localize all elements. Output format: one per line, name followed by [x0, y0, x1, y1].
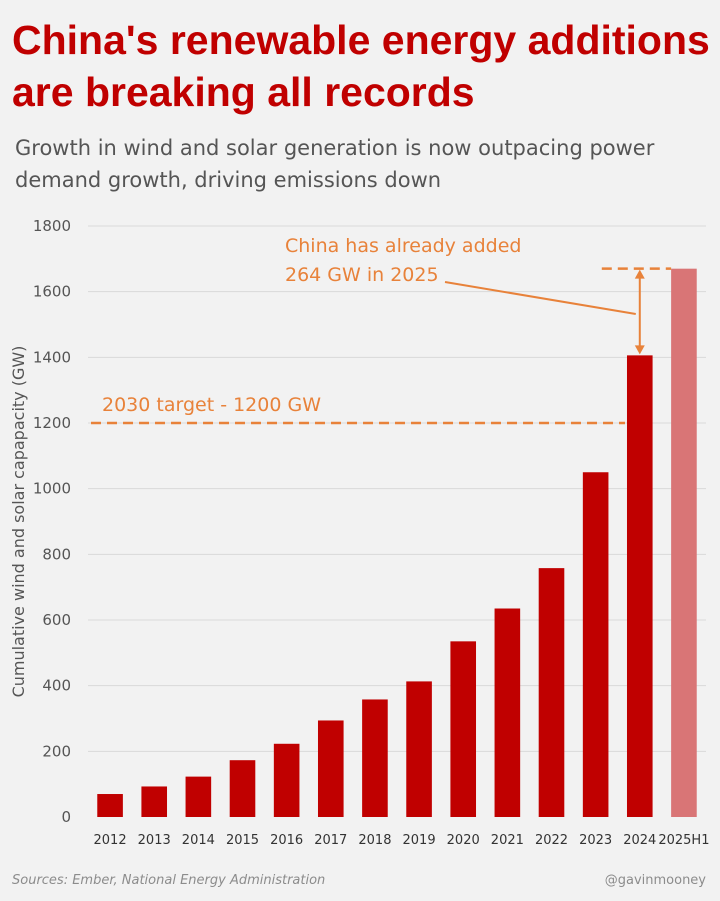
y-tick-label: 1200: [33, 414, 71, 432]
bar-2013: [141, 786, 168, 817]
y-tick-label: 800: [42, 545, 71, 563]
bar-2023: [582, 472, 609, 817]
added-label-line1: China has already added: [285, 235, 521, 257]
x-tick-label: 2016: [270, 833, 303, 848]
author-handle: @gavinmooney: [604, 873, 706, 888]
bar-2017: [317, 720, 344, 817]
source-note: Sources: Ember, National Energy Administ…: [12, 873, 326, 888]
bar-2015: [229, 760, 256, 817]
y-tick-label: 200: [42, 742, 71, 760]
gridlines: [88, 225, 706, 752]
y-tick-label: 1600: [33, 283, 71, 301]
x-tick-label: 2025H1: [658, 833, 709, 848]
x-tick-label: 2020: [447, 833, 480, 848]
x-tick-label: 2021: [491, 833, 524, 848]
bar-2020: [450, 641, 477, 817]
y-axis-ticks: 0 200 400 600 800 1000 1200 1400 1600 1800: [33, 217, 71, 826]
y-tick-label: 1400: [33, 348, 71, 366]
bar-2012: [97, 794, 123, 817]
arrow-head-down-icon: [634, 345, 645, 355]
x-tick-label: 2022: [535, 833, 568, 848]
bar-2019: [406, 681, 432, 817]
x-tick-label: 2017: [314, 833, 347, 848]
x-tick-label: 2018: [358, 833, 391, 848]
y-axis-label: Cumulative wind and solar capapacity (GW…: [9, 346, 28, 698]
x-tick-label: 2024: [623, 833, 656, 848]
bar-2022: [538, 568, 565, 817]
x-tick-label: 2013: [138, 833, 171, 848]
x-tick-label: 2023: [579, 833, 612, 848]
x-axis-ticks: 2012 2013 2014 2015 2016 2017 2018 2019 2020 2021…: [94, 833, 710, 848]
annotations: 2030 target - 1200 GW China has already …: [91, 235, 672, 425]
chart-subtitle: Growth in wind and solar generation is n…: [15, 136, 655, 192]
y-tick-label: 400: [42, 677, 71, 695]
bar-2024: [626, 355, 653, 817]
bar-2014: [185, 776, 212, 817]
arrow-head-up-icon: [634, 269, 645, 279]
callout-line: [444, 281, 636, 315]
x-tick-label: 2014: [182, 833, 215, 848]
bar-2018: [362, 699, 388, 817]
y-tick-label: 0: [61, 808, 71, 826]
target-label: 2030 target - 1200 GW: [102, 394, 321, 416]
x-tick-label: 2015: [226, 833, 259, 848]
y-tick-label: 1000: [33, 480, 71, 498]
chart-title: China's renewable energy additions are b…: [12, 17, 710, 115]
x-tick-label: 2012: [94, 833, 127, 848]
bar-2025H1: [671, 268, 697, 817]
x-tick-label: 2019: [403, 833, 436, 848]
bar-2021: [494, 608, 521, 817]
added-label-line2: 264 GW in 2025: [285, 264, 439, 286]
y-tick-label: 1800: [33, 217, 71, 235]
bar-2016: [273, 743, 300, 817]
bars: [97, 268, 697, 817]
y-tick-label: 600: [42, 611, 71, 629]
